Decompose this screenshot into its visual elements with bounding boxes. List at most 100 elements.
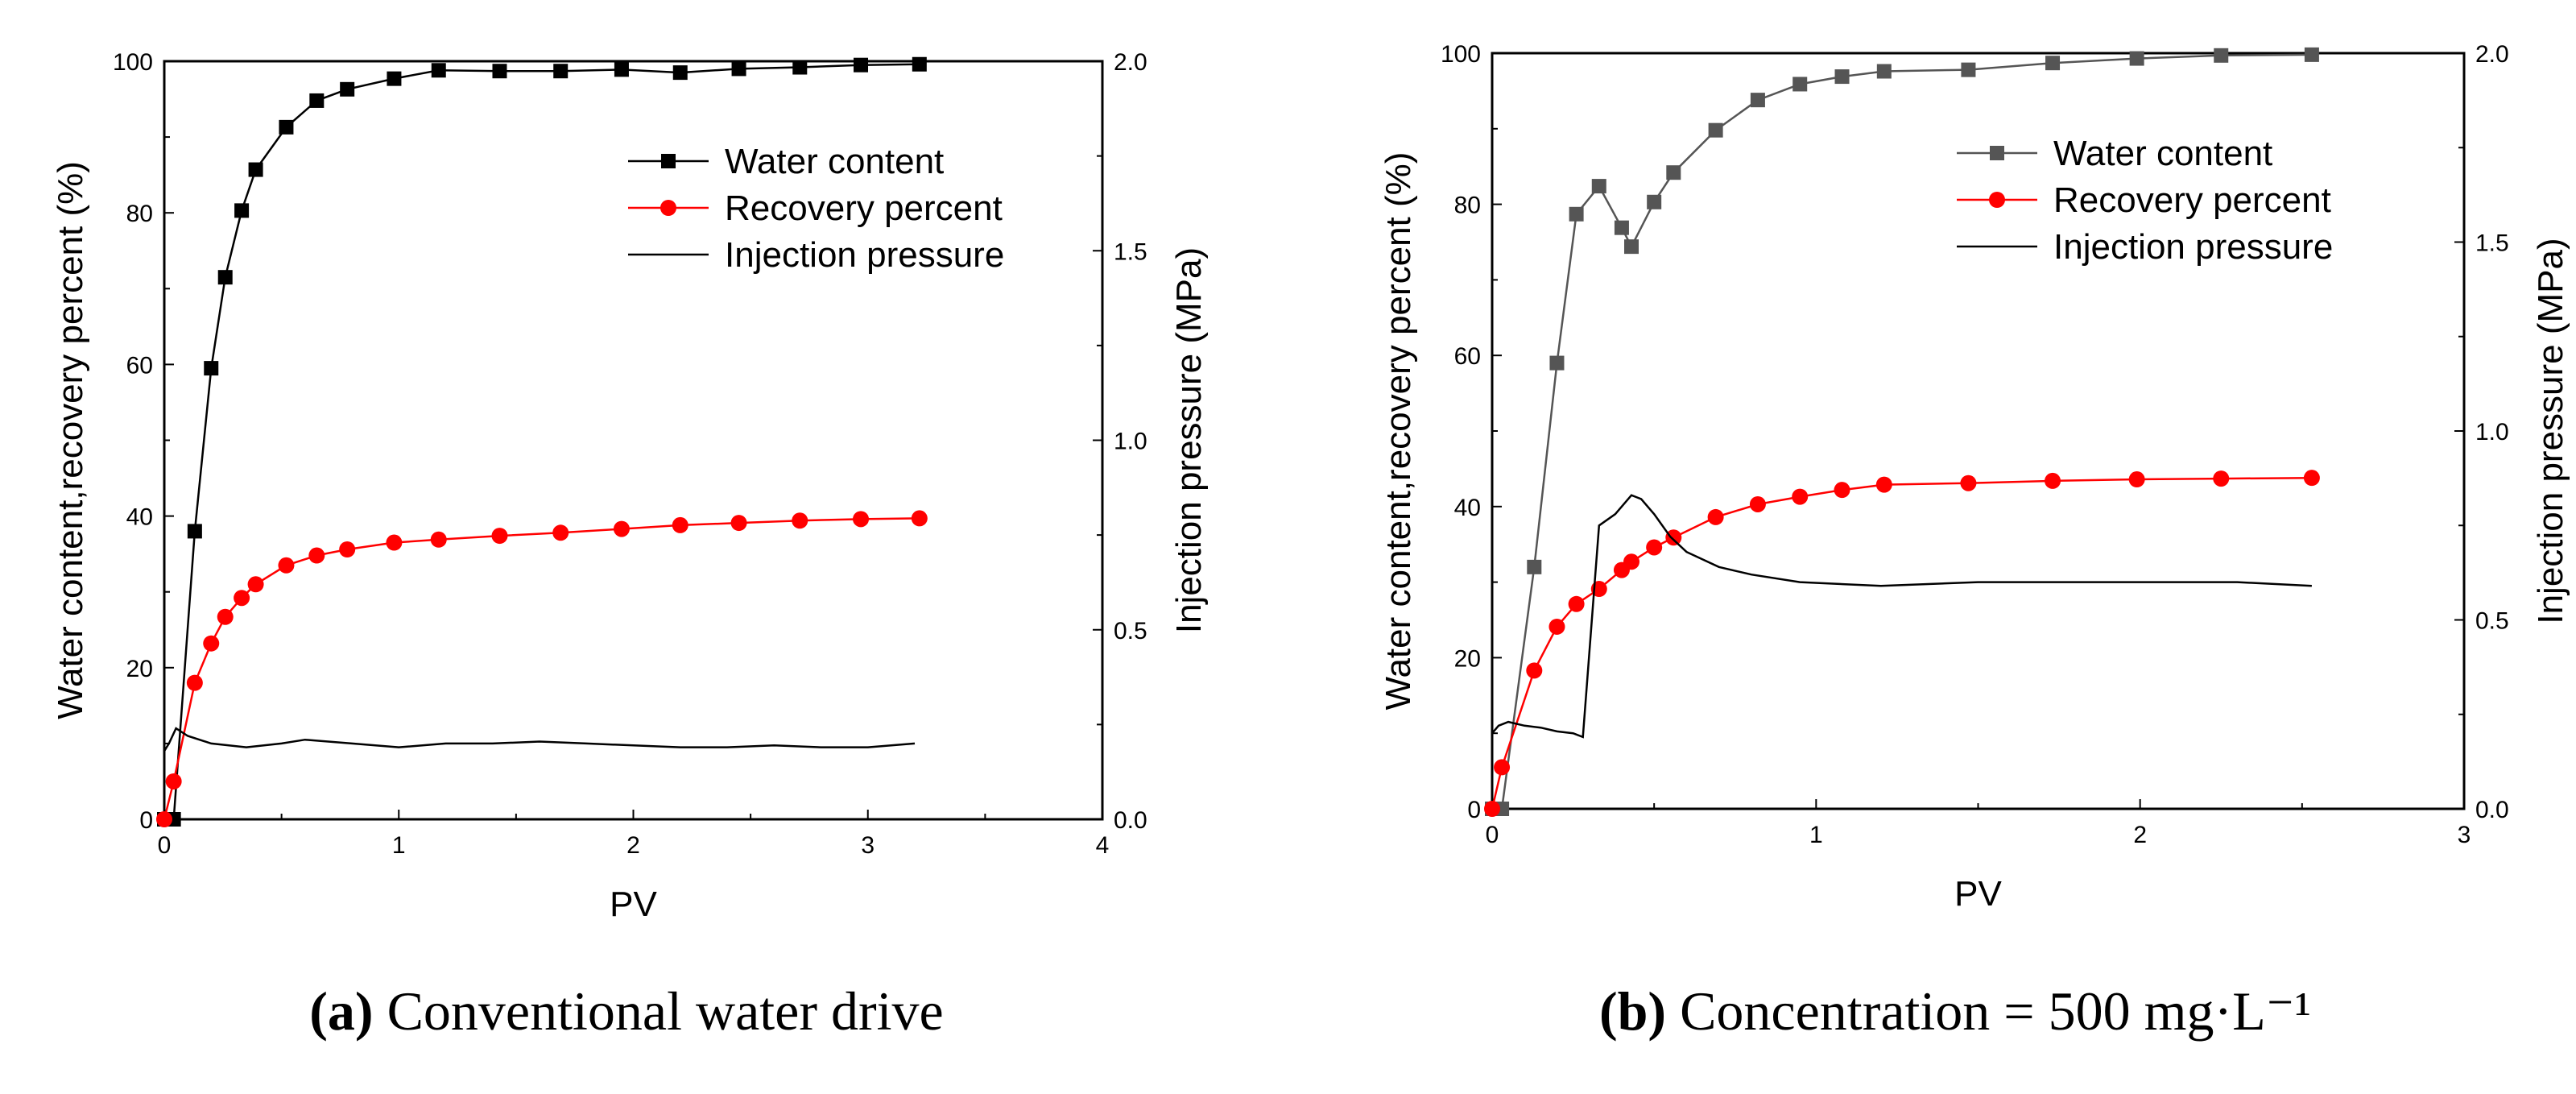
y2-tick-label: 2.0 xyxy=(1114,49,1147,76)
x-tick-label: 3 xyxy=(861,832,875,859)
data-point-recovery-percent xyxy=(552,524,569,541)
data-point-water-content xyxy=(1876,64,1892,79)
data-point-recovery-percent xyxy=(1568,595,1585,612)
data-point-water-content xyxy=(1624,239,1639,255)
chart-a-x-axis-label: PV xyxy=(610,885,657,924)
x-tick-label: 4 xyxy=(1096,832,1110,859)
data-point-recovery-percent xyxy=(2128,471,2145,488)
series-line-recovery-percent xyxy=(1491,476,2312,810)
data-point-water-content xyxy=(672,65,688,81)
data-point-recovery-percent xyxy=(217,608,234,625)
legend-label: Water content xyxy=(2053,134,2272,173)
data-point-water-content xyxy=(1792,77,1808,92)
data-point-recovery-percent xyxy=(491,528,508,545)
data-point-water-content xyxy=(731,61,746,77)
chart-panel-b: 0 1 2 3 0 20 40 60 80 100 0.0 0.5 1.0 1.5 2.0 PV Water… xyxy=(1379,41,2570,1042)
data-point-recovery-percent xyxy=(792,512,808,529)
y2-tick-label: 2.0 xyxy=(2475,41,2509,68)
chart-a-legend: Water content Recovery percent Injection p… xyxy=(628,142,1004,275)
y-tick-label: 80 xyxy=(1454,193,1481,219)
data-point-recovery-percent xyxy=(1623,553,1640,570)
y-tick-label: 20 xyxy=(1454,645,1481,672)
series-line-injection-pressure xyxy=(1491,494,2312,739)
x-tick-label: 0 xyxy=(158,832,172,859)
chart-b-series xyxy=(1484,47,2320,817)
data-point-recovery-percent xyxy=(1834,482,1850,499)
data-point-water-content xyxy=(1614,220,1629,235)
legend-marker-square xyxy=(1990,146,2004,160)
data-point-water-content xyxy=(492,64,507,79)
chart-b-y2-axis-label: Injection pressure (MPa) xyxy=(2531,238,2570,624)
y-tick-label: 100 xyxy=(113,49,153,76)
legend-label: Recovery percent xyxy=(725,189,1003,228)
data-point-recovery-percent xyxy=(730,515,747,532)
x-tick-label: 3 xyxy=(2458,822,2471,848)
data-point-recovery-percent xyxy=(1960,474,1977,491)
y-tick-label: 20 xyxy=(126,656,153,682)
data-point-water-content xyxy=(2304,47,2319,62)
x-tick-label: 2 xyxy=(2133,822,2147,848)
y2-tick-label: 1.5 xyxy=(2475,230,2509,257)
data-point-water-content xyxy=(553,64,569,79)
data-point-water-content xyxy=(1750,93,1765,108)
chart-a-plot-frame xyxy=(163,60,1104,821)
data-point-recovery-percent xyxy=(203,635,220,652)
y-tick-label: 60 xyxy=(1454,343,1481,370)
data-point-recovery-percent xyxy=(1526,662,1543,679)
y-tick-label: 80 xyxy=(126,201,153,227)
data-point-water-content xyxy=(2214,48,2229,63)
series-line-injection-pressure xyxy=(163,727,916,752)
chart-a-series xyxy=(156,56,928,827)
data-point-recovery-percent xyxy=(1646,539,1663,556)
x-tick-label: 1 xyxy=(392,832,406,859)
data-point-recovery-percent xyxy=(613,520,630,537)
data-point-water-content xyxy=(1591,179,1606,194)
chart-a-y2-axis-label: Injection pressure (MPa) xyxy=(1169,247,1209,633)
data-point-recovery-percent xyxy=(156,811,172,827)
legend-marker-circle xyxy=(1989,192,2005,208)
data-point-recovery-percent xyxy=(2045,472,2061,489)
y-tick-label: 60 xyxy=(126,352,153,379)
data-point-water-content xyxy=(1647,194,1662,209)
data-point-water-content xyxy=(614,62,629,77)
y-tick-label: 100 xyxy=(1441,41,1481,68)
chart-b-x-axis-label: PV xyxy=(1954,874,2002,914)
data-point-recovery-percent xyxy=(1749,495,1766,512)
legend-label: Injection pressure xyxy=(2053,227,2333,267)
legend-marker-square xyxy=(661,154,676,168)
data-point-water-content xyxy=(912,56,927,72)
chart-b-ticks: 0 1 2 3 0 20 40 60 80 100 0.0 0.5 1.0 1.5 2.0 xyxy=(1441,41,2509,848)
chart-a-caption-tag: (a) xyxy=(309,980,373,1042)
data-point-recovery-percent xyxy=(165,773,182,789)
data-point-recovery-percent xyxy=(2303,470,2320,487)
x-tick-label: 1 xyxy=(1809,822,1823,848)
data-point-water-content xyxy=(1549,355,1565,371)
y-tick-label: 0 xyxy=(139,807,153,834)
data-point-water-content xyxy=(2129,51,2144,66)
chart-b-plot-frame xyxy=(1491,52,2466,810)
data-point-recovery-percent xyxy=(911,510,928,527)
data-point-recovery-percent xyxy=(339,541,356,558)
chart-a-caption-text: Conventional water drive xyxy=(387,980,944,1042)
data-point-recovery-percent xyxy=(386,534,403,551)
data-point-water-content xyxy=(248,162,263,177)
data-point-recovery-percent xyxy=(1484,801,1500,817)
data-point-water-content xyxy=(1569,206,1584,222)
chart-b-caption: (b) Concentration = 500 mg·L⁻¹ xyxy=(1599,980,2311,1042)
data-point-recovery-percent xyxy=(247,576,264,593)
chart-b-caption-tag: (b) xyxy=(1599,980,1666,1042)
y2-tick-label: 0.5 xyxy=(2475,608,2509,635)
data-point-water-content xyxy=(1527,559,1542,574)
x-tick-label: 0 xyxy=(1486,822,1499,848)
y-tick-label: 40 xyxy=(126,504,153,531)
chart-b-y-axis-label: Water content,recovery percent (%) xyxy=(1379,152,1418,711)
y2-tick-label: 1.0 xyxy=(2475,419,2509,445)
data-point-water-content xyxy=(854,57,869,73)
data-point-recovery-percent xyxy=(672,516,688,533)
y2-tick-label: 0.0 xyxy=(1114,807,1147,834)
y2-tick-label: 0.5 xyxy=(1114,618,1147,644)
data-point-water-content xyxy=(234,203,250,218)
